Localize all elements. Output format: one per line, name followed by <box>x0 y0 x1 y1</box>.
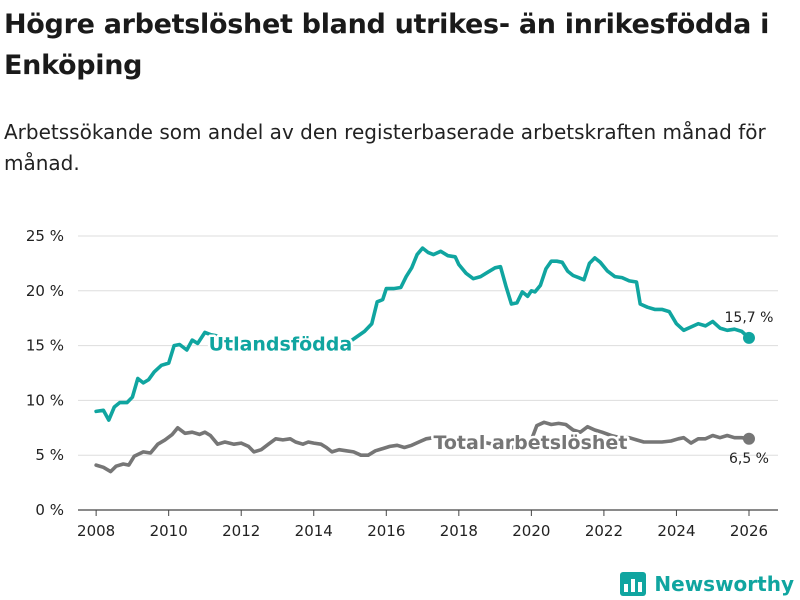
series-line-total-arbetsl-shet <box>94 420 751 474</box>
y-tick-label: 5 % <box>35 446 64 464</box>
x-tick-label: 2014 <box>295 522 333 540</box>
brand-name: Newsworthy <box>654 572 794 596</box>
x-tick-label: 2016 <box>367 522 405 540</box>
chart-title: Högre arbetslöshet bland utrikes- än inr… <box>4 9 770 81</box>
y-tick-label: 10 % <box>26 391 64 409</box>
series-name-utlandsf-dda: Utlandsfödda <box>209 333 353 355</box>
series-labels: 15,7 % 6,5 % Utlandsfödda Total arbetslöshe… <box>206 310 774 467</box>
series-name-total-arbetsl-shet: Total arbetslöshet <box>433 432 627 454</box>
y-tick-label: 25 % <box>26 227 64 245</box>
axes: 0 % 5 % 10 % 15 % 20 % 25 % 2008 2010 2012 2014 20… <box>26 227 768 540</box>
x-tick-label: 2018 <box>440 522 478 540</box>
x-tick-label: 2026 <box>730 522 768 540</box>
end-point-total-arbetsl-shet <box>742 432 755 445</box>
x-tick-label: 2010 <box>150 522 188 540</box>
x-tick-label: 2024 <box>657 522 695 540</box>
end-value-label: 15,7 % <box>725 310 774 326</box>
x-tick-label: 2020 <box>512 522 550 540</box>
series-lines <box>94 246 755 474</box>
newsworthy-brand: Newsworthy <box>620 572 794 596</box>
y-tick-label: 20 % <box>26 282 64 300</box>
bar-chart-logo-icon <box>620 572 647 596</box>
y-tick-label: 0 % <box>35 501 64 519</box>
chart-subtitle: Arbetssökande som andel av den registerb… <box>4 120 766 175</box>
x-tick-label: 2012 <box>222 522 260 540</box>
end-point-utlandsf-dda <box>742 331 755 344</box>
x-tick-label: 2022 <box>585 522 623 540</box>
end-value-label: 6,5 % <box>729 451 769 467</box>
series-line-utlandsf-dda <box>94 246 751 422</box>
x-tick-label: 2008 <box>77 522 115 540</box>
gridlines <box>78 235 778 511</box>
y-tick-label: 15 % <box>26 337 64 355</box>
